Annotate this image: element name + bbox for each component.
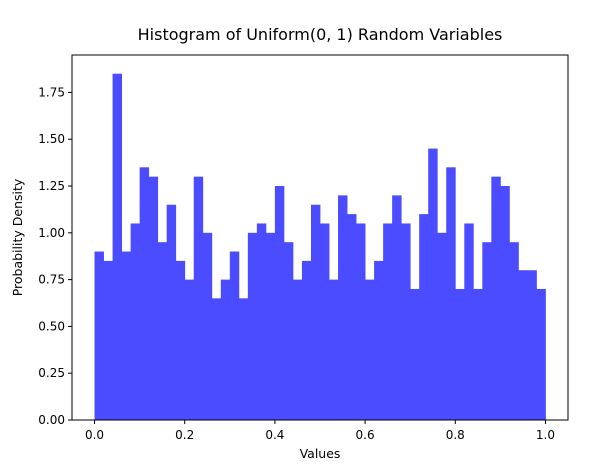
histogram-bar — [112, 73, 122, 420]
y-tick-label: 1.75 — [38, 85, 65, 99]
histogram-bar — [410, 288, 420, 420]
histogram-bar — [238, 298, 249, 420]
histogram-bar — [374, 260, 384, 420]
histogram-bar — [301, 260, 312, 420]
chart-title: Histogram of Uniform(0, 1) Random Variab… — [138, 25, 503, 44]
histogram-bar — [184, 279, 195, 420]
histogram-bar — [509, 242, 519, 420]
x-tick-label: 0.8 — [446, 428, 465, 442]
histogram-bar — [329, 279, 339, 420]
histogram-bar — [175, 260, 186, 420]
histogram-bar — [500, 186, 510, 420]
plot-frame — [71, 54, 569, 421]
histogram-bar — [220, 279, 231, 420]
histogram-bar — [265, 232, 276, 420]
histogram-bar — [310, 204, 321, 420]
y-axis-ticks: 0.00 0.25 0.50 0.75 1.00 1.25 1.50 1.75 — [38, 85, 72, 427]
histogram-bar — [320, 223, 330, 420]
y-tick-label: 1.25 — [38, 179, 65, 193]
histogram-bar — [356, 223, 366, 420]
histogram-bar — [166, 204, 177, 420]
histogram-bar — [473, 288, 483, 420]
histogram-bar — [392, 195, 402, 420]
histogram-bar — [536, 288, 546, 420]
histogram-bar — [482, 242, 492, 420]
histogram-bar — [419, 214, 429, 420]
histogram-bar — [130, 223, 141, 420]
y-axis-label: Probability Density — [10, 178, 25, 296]
y-tick-label: 0.75 — [38, 273, 65, 287]
histogram-bar — [491, 176, 501, 420]
histogram-bar — [437, 232, 447, 420]
histogram-bar — [347, 214, 357, 420]
histogram-bar — [527, 270, 537, 420]
histogram-bar — [365, 279, 375, 420]
y-tick-label: 1.00 — [38, 226, 65, 240]
histogram-bar — [148, 176, 159, 420]
histogram-bar — [455, 288, 465, 420]
x-axis-ticks: 0.0 0.2 0.4 0.6 0.8 1.0 — [85, 420, 555, 442]
bars-group — [94, 73, 546, 421]
x-tick-label: 0.2 — [175, 428, 194, 442]
histogram-bar — [256, 223, 267, 420]
histogram-bar — [103, 260, 113, 420]
histogram-bar — [464, 223, 474, 420]
histogram-bar — [121, 251, 132, 420]
histogram-bar — [139, 167, 150, 420]
y-tick-label: 0.00 — [38, 413, 65, 427]
histogram-bar — [193, 176, 204, 420]
x-tick-label: 0.4 — [265, 428, 284, 442]
histogram-bar — [383, 223, 393, 420]
histogram-bar — [202, 232, 213, 420]
y-tick-label: 0.50 — [38, 319, 65, 333]
histogram-bar — [283, 242, 294, 420]
x-tick-label: 1.0 — [536, 428, 555, 442]
x-tick-label: 0.6 — [356, 428, 375, 442]
y-tick-label: 1.50 — [38, 132, 65, 146]
histogram-bar — [292, 279, 303, 420]
histogram-bar — [518, 270, 528, 420]
x-tick-label: 0.0 — [85, 428, 104, 442]
histogram-bar — [247, 232, 258, 420]
histogram-bar — [428, 148, 438, 421]
histogram-bar — [157, 242, 168, 420]
x-axis-label: Values — [300, 446, 341, 461]
y-tick-label: 0.25 — [38, 366, 65, 380]
histogram-bar — [229, 251, 240, 420]
histogram-bar — [211, 298, 222, 420]
histogram-bar — [94, 251, 104, 420]
histogram-bar — [338, 195, 348, 420]
histogram-bar — [446, 167, 456, 420]
histogram-bar — [401, 223, 411, 420]
histogram-bar — [274, 186, 285, 420]
